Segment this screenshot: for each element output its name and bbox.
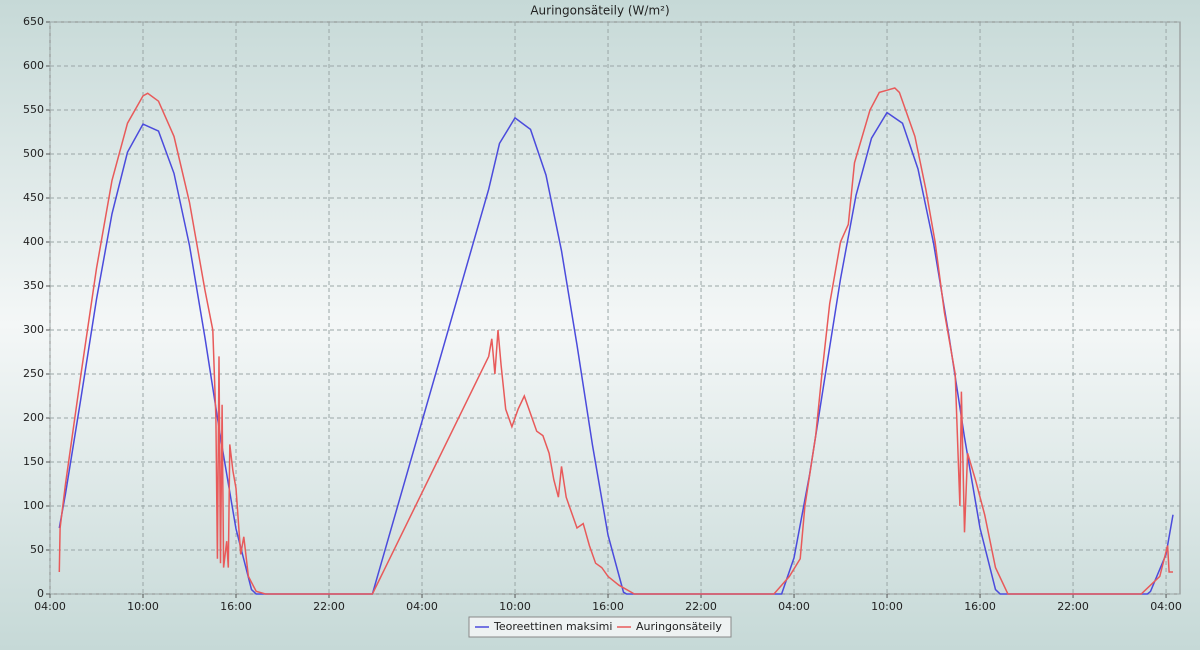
y-tick-label: 500 xyxy=(23,147,44,160)
y-tick-label: 650 xyxy=(23,15,44,28)
y-tick-label: 50 xyxy=(30,543,44,556)
legend-label: Auringonsäteily xyxy=(636,620,722,633)
x-tick-label: 22:00 xyxy=(313,600,345,613)
x-tick-label: 16:00 xyxy=(964,600,996,613)
x-tick-label: 10:00 xyxy=(871,600,903,613)
series-line xyxy=(58,87,1173,595)
y-tick-label: 150 xyxy=(23,455,44,468)
y-tick-label: 450 xyxy=(23,191,44,204)
x-tick-label: 22:00 xyxy=(685,600,717,613)
x-tick-label: 04:00 xyxy=(406,600,438,613)
x-tick-label: 04:00 xyxy=(34,600,66,613)
y-tick-label: 600 xyxy=(23,59,44,72)
y-tick-label: 100 xyxy=(23,499,44,512)
y-tick-label: 350 xyxy=(23,279,44,292)
y-tick-label: 300 xyxy=(23,323,44,336)
y-tick-label: 550 xyxy=(23,103,44,116)
chart-title: Auringonsäteily (W/m²) xyxy=(530,4,669,18)
x-tick-label: 10:00 xyxy=(499,600,531,613)
plot-frame xyxy=(49,21,1181,595)
x-tick-label: 16:00 xyxy=(220,600,252,613)
y-tick-label: 400 xyxy=(23,235,44,248)
legend-box xyxy=(468,616,732,638)
y-tick-label: 250 xyxy=(23,367,44,380)
x-tick-label: 04:00 xyxy=(1150,600,1182,613)
x-tick-label: 04:00 xyxy=(778,600,810,613)
legend: Teoreettinen maksimi Auringonsäteily xyxy=(468,616,732,638)
y-tick-label: 0 xyxy=(37,587,44,600)
x-tick-label: 10:00 xyxy=(127,600,159,613)
legend-label: Teoreettinen maksimi xyxy=(493,620,612,633)
x-tick-label: 16:00 xyxy=(592,600,624,613)
x-tick-label: 22:00 xyxy=(1057,600,1089,613)
y-tick-label: 200 xyxy=(23,411,44,424)
